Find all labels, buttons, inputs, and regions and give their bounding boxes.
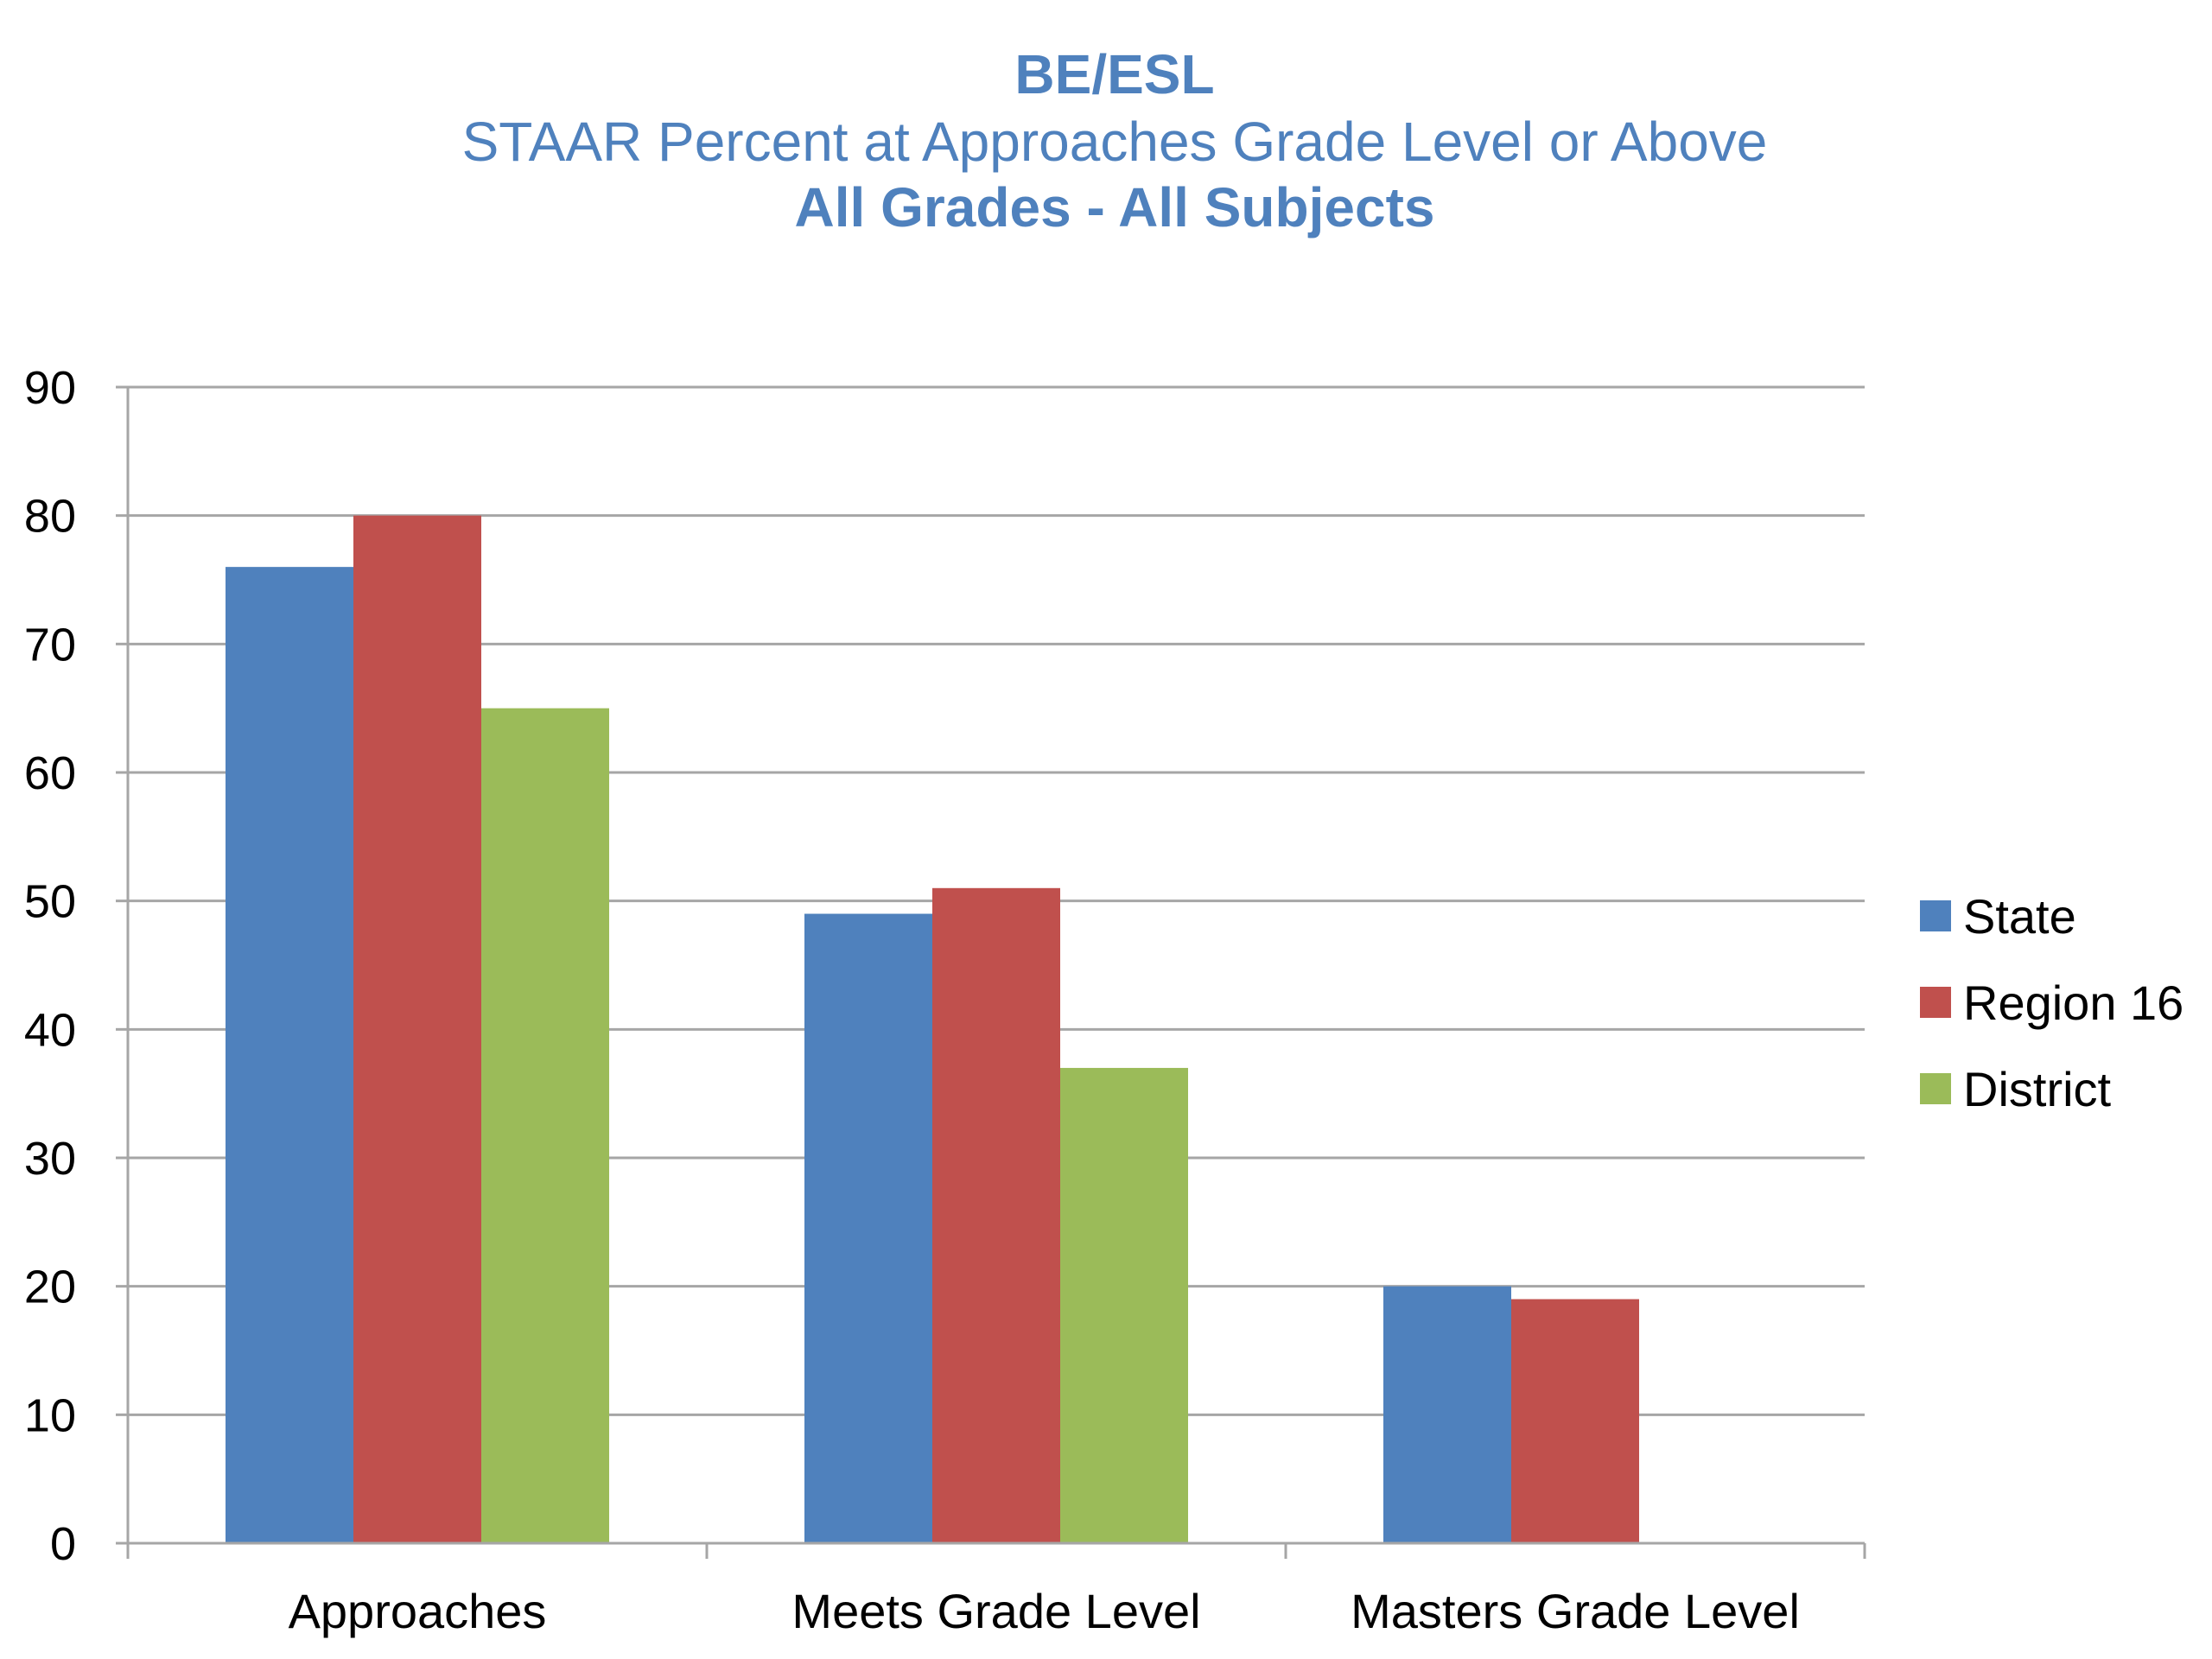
legend-label: State <box>1963 889 2076 944</box>
legend-swatch <box>1920 900 1951 931</box>
y-tick-label: 50 <box>24 876 76 928</box>
y-tick-label: 60 <box>24 747 76 799</box>
legend-swatch <box>1920 1073 1951 1104</box>
bar-region-16 <box>353 515 481 1543</box>
bar-state <box>804 913 932 1543</box>
x-axis <box>126 387 1866 1559</box>
bar-region-16 <box>932 887 1060 1543</box>
legend: State Region 16 District <box>1920 889 2183 1116</box>
y-tick-label: 40 <box>24 1004 76 1056</box>
bar-state <box>226 567 353 1544</box>
y-tick-label: 30 <box>24 1133 76 1185</box>
bars <box>226 515 1639 1544</box>
x-category-label: Approaches <box>289 1584 547 1638</box>
bar-region-16 <box>1511 1299 1639 1543</box>
y-axis-ticks: 0 10 20 30 40 50 60 70 80 90 <box>24 362 128 1570</box>
y-tick-label: 10 <box>24 1389 76 1441</box>
y-tick-label: 80 <box>24 491 76 543</box>
x-category-label: Masters Grade Level <box>1351 1584 1800 1638</box>
legend-label: Region 16 <box>1963 976 2183 1030</box>
y-tick-label: 90 <box>24 362 76 414</box>
y-tick-label: 20 <box>24 1262 76 1313</box>
chart-title: BE/ESL <box>1014 43 1214 105</box>
chart-subtitle: STAAR Percent at Approaches Grade Level … <box>462 111 1768 173</box>
chart-subtitle-2: All Grades - All Subjects <box>795 176 1435 238</box>
bar-state <box>1383 1286 1511 1543</box>
y-tick-label: 70 <box>24 619 76 671</box>
y-tick-label: 0 <box>50 1518 76 1570</box>
legend-swatch <box>1920 987 1951 1018</box>
x-axis-categories: Approaches Meets Grade Level Masters Grade… <box>289 1584 1800 1638</box>
legend-label: District <box>1963 1062 2112 1116</box>
bar-district <box>481 708 609 1543</box>
x-category-label: Meets Grade Level <box>791 1584 1200 1638</box>
bar-district <box>1060 1067 1188 1543</box>
